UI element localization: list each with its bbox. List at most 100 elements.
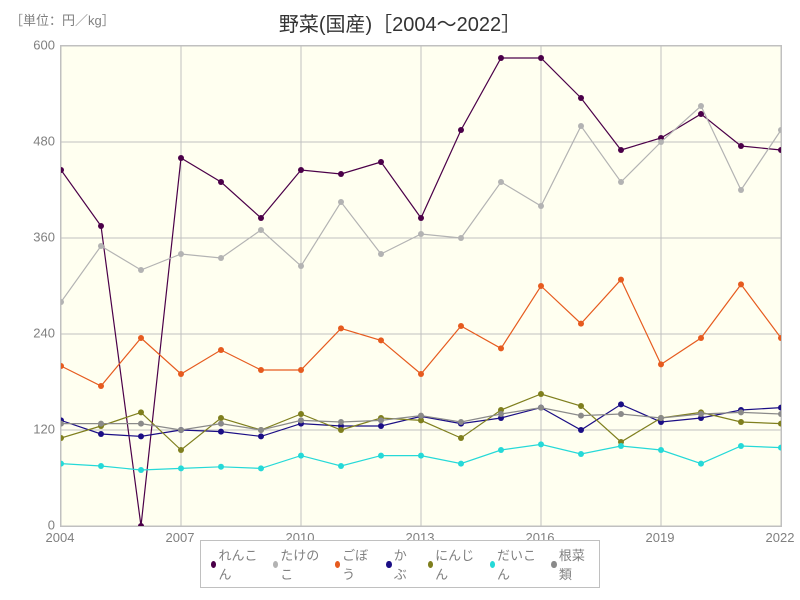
series-marker	[778, 405, 781, 411]
legend-item: かぶ	[386, 545, 413, 583]
chart-title: 野菜(国産)［2004～2022］	[0, 8, 800, 37]
legend-marker-icon	[211, 561, 216, 568]
series-marker	[778, 147, 781, 153]
series-marker	[338, 463, 344, 469]
legend: れんこんたけのこごぼうかぶにんじんだいこん根菜類	[200, 540, 600, 588]
series-marker	[178, 155, 184, 161]
series-marker	[218, 464, 224, 470]
series-marker	[698, 111, 704, 117]
series-marker	[98, 463, 104, 469]
series-marker	[738, 187, 744, 193]
series-marker	[538, 283, 544, 289]
series-marker	[218, 255, 224, 261]
legend-marker-icon	[335, 561, 340, 568]
y-tick-label: 360	[5, 230, 55, 245]
series-marker	[418, 371, 424, 377]
series-marker	[778, 445, 781, 451]
series-marker	[778, 335, 781, 341]
series-marker	[378, 423, 384, 429]
series-marker	[338, 419, 344, 425]
series-marker	[498, 411, 504, 417]
series-marker	[258, 215, 264, 221]
series-marker	[778, 127, 781, 133]
series-marker	[378, 251, 384, 257]
series-marker	[738, 443, 744, 449]
series-marker	[698, 103, 704, 109]
legend-marker-icon	[551, 561, 556, 568]
series-marker	[61, 363, 64, 369]
series-marker	[98, 383, 104, 389]
series-marker	[418, 231, 424, 237]
series-marker	[61, 435, 64, 441]
series-marker	[458, 461, 464, 467]
series-marker	[578, 427, 584, 433]
y-tick-label: 480	[5, 134, 55, 149]
legend-label: 根菜類	[559, 545, 589, 583]
series-marker	[218, 421, 224, 427]
legend-item: ごぼう	[335, 545, 373, 583]
series-marker	[618, 443, 624, 449]
series-marker	[218, 179, 224, 185]
legend-item: れんこん	[211, 545, 259, 583]
series-marker	[258, 433, 264, 439]
series-marker	[378, 417, 384, 423]
series-marker	[618, 147, 624, 153]
series-marker	[98, 431, 104, 437]
series-marker	[178, 465, 184, 471]
plot-area	[60, 45, 782, 527]
series-marker	[578, 403, 584, 409]
series-marker	[98, 421, 104, 427]
legend-item: 根菜類	[551, 545, 589, 583]
series-marker	[618, 179, 624, 185]
series-marker	[418, 413, 424, 419]
series-marker	[658, 415, 664, 421]
series-marker	[178, 447, 184, 453]
series-marker	[618, 401, 624, 407]
series-marker	[98, 243, 104, 249]
series-marker	[578, 413, 584, 419]
series-marker	[138, 409, 144, 415]
series-marker	[418, 215, 424, 221]
series-marker	[258, 465, 264, 471]
series-marker	[658, 447, 664, 453]
legend-marker-icon	[273, 561, 278, 568]
series-marker	[138, 421, 144, 427]
series-marker	[578, 95, 584, 101]
y-tick-label: 600	[5, 38, 55, 53]
series-marker	[61, 461, 64, 467]
series-marker	[538, 391, 544, 397]
y-tick-label: 120	[5, 422, 55, 437]
series-marker	[218, 429, 224, 435]
series-marker	[378, 159, 384, 165]
series-marker	[378, 453, 384, 459]
series-marker	[498, 55, 504, 61]
legend-marker-icon	[386, 561, 391, 568]
series-marker	[378, 337, 384, 343]
series-marker	[538, 405, 544, 411]
series-marker	[298, 453, 304, 459]
x-tick-label: 2007	[166, 530, 195, 545]
series-marker	[61, 299, 64, 305]
legend-label: れんこん	[218, 545, 258, 583]
series-marker	[738, 281, 744, 287]
series-marker	[778, 411, 781, 417]
legend-marker-icon	[428, 561, 433, 568]
series-marker	[178, 251, 184, 257]
series-marker	[578, 321, 584, 327]
series-marker	[298, 263, 304, 269]
series-marker	[658, 139, 664, 145]
series-marker	[298, 367, 304, 373]
legend-label: かぶ	[394, 545, 414, 583]
x-tick-label: 2022	[766, 530, 795, 545]
series-marker	[298, 417, 304, 423]
series-marker	[338, 325, 344, 331]
series-marker	[138, 467, 144, 473]
series-marker	[538, 203, 544, 209]
series-marker	[258, 227, 264, 233]
series-marker	[298, 167, 304, 173]
series-marker	[578, 451, 584, 457]
x-tick-label: 2004	[46, 530, 75, 545]
y-tick-label: 240	[5, 326, 55, 341]
plot-svg	[61, 46, 781, 526]
series-marker	[458, 419, 464, 425]
